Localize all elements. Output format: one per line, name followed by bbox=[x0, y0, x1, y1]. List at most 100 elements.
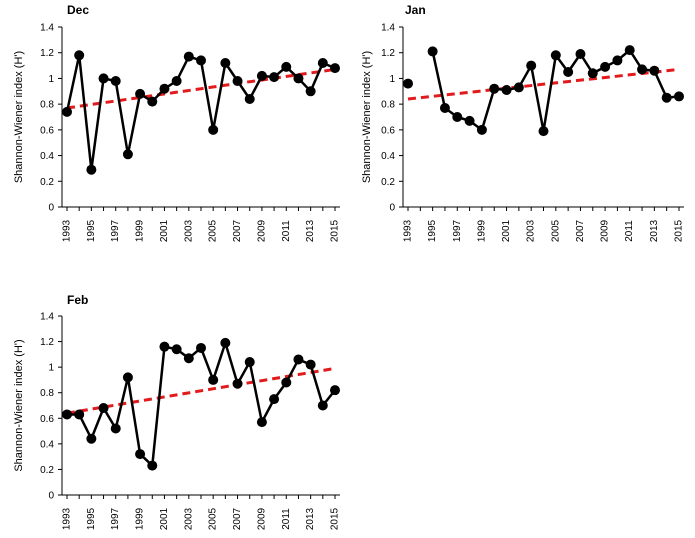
data-point bbox=[110, 423, 121, 434]
y-axis-label: Shannon-Wiener index (H') bbox=[361, 51, 373, 183]
panel-title: Feb bbox=[67, 293, 88, 307]
data-point bbox=[513, 82, 524, 93]
y-tick-label: 0 bbox=[48, 491, 54, 502]
data-point bbox=[220, 337, 231, 348]
y-tick-label: 0.4 bbox=[40, 439, 54, 450]
data-point bbox=[330, 63, 340, 74]
panel-title: Dec bbox=[67, 3, 89, 17]
y-tick-label: 1 bbox=[48, 363, 54, 374]
y-tick-label: 0.2 bbox=[381, 177, 395, 188]
data-point bbox=[232, 378, 243, 389]
y-tick-label: 1.2 bbox=[381, 48, 395, 59]
x-tick-label: 1997 bbox=[452, 219, 463, 242]
x-tick-label: 1995 bbox=[427, 219, 438, 242]
x-tick-label: 2015 bbox=[330, 507, 341, 530]
data-point bbox=[159, 341, 170, 352]
y-tick-label: 0.8 bbox=[40, 388, 54, 399]
data-point bbox=[208, 124, 219, 135]
x-tick-label: 2003 bbox=[526, 219, 537, 242]
data-point bbox=[147, 460, 158, 471]
x-tick-label: 2005 bbox=[550, 219, 561, 242]
y-tick-label: 1.2 bbox=[40, 48, 54, 59]
y-tick-label: 0.8 bbox=[381, 100, 395, 111]
x-tick-label: 1995 bbox=[86, 219, 97, 242]
data-point bbox=[330, 385, 340, 396]
y-tick-label: 0.8 bbox=[40, 100, 54, 111]
data-point bbox=[403, 78, 413, 89]
y-tick-label: 1.4 bbox=[381, 23, 395, 34]
x-tick-label: 2007 bbox=[232, 219, 243, 242]
x-tick-label: 2013 bbox=[305, 219, 316, 242]
data-point bbox=[305, 359, 316, 370]
data-point bbox=[244, 94, 255, 104]
y-tick-label: 0.2 bbox=[40, 465, 54, 476]
data-point bbox=[661, 92, 672, 103]
y-tick-label: 1.4 bbox=[40, 23, 54, 34]
x-tick-label: 1997 bbox=[110, 507, 121, 530]
x-tick-label: 2003 bbox=[183, 507, 194, 530]
data-point bbox=[464, 115, 475, 126]
y-tick-label: 0.4 bbox=[40, 151, 54, 162]
data-point bbox=[489, 83, 500, 94]
x-tick-label: 2013 bbox=[305, 507, 316, 530]
data-point bbox=[147, 96, 158, 107]
x-tick-label: 2015 bbox=[330, 219, 341, 242]
y-tick-label: 0.6 bbox=[40, 414, 54, 425]
data-point bbox=[452, 112, 463, 122]
data-point bbox=[208, 374, 219, 385]
x-tick-label: 2005 bbox=[208, 507, 219, 530]
x-tick-label: 2015 bbox=[674, 219, 685, 242]
data-point bbox=[476, 124, 487, 135]
data-point bbox=[674, 91, 684, 102]
data-point bbox=[86, 433, 97, 444]
data-point bbox=[317, 400, 328, 411]
trend-line bbox=[66, 67, 336, 110]
x-tick-label: 1993 bbox=[62, 507, 73, 530]
x-tick-label: 1999 bbox=[135, 219, 146, 242]
data-point bbox=[86, 164, 97, 175]
x-tick-label: 2001 bbox=[159, 507, 170, 530]
data-point bbox=[171, 76, 182, 86]
data-point bbox=[600, 61, 611, 72]
y-tick-label: 0.6 bbox=[40, 125, 54, 136]
x-tick-label: 2011 bbox=[281, 220, 292, 242]
data-point bbox=[196, 342, 206, 353]
data-point bbox=[269, 72, 280, 83]
data-point bbox=[293, 354, 304, 365]
chart-panel-feb: Feb Shannon-Wiener index (H') 0 0.2 0.4 0.6 0.… bbox=[13, 293, 341, 530]
data-point bbox=[563, 67, 574, 77]
data-point bbox=[637, 64, 648, 75]
data-point bbox=[256, 70, 267, 81]
data-point bbox=[98, 73, 109, 84]
data-point bbox=[501, 85, 512, 95]
data-point bbox=[220, 58, 231, 68]
x-tick-label: 1999 bbox=[135, 507, 146, 530]
y-tick-label: 0 bbox=[389, 203, 395, 214]
data-point bbox=[62, 106, 72, 117]
data-point bbox=[196, 55, 206, 66]
x-tick-label: 2011 bbox=[281, 508, 292, 530]
x-tick-label: 2011 bbox=[624, 220, 635, 242]
data-point bbox=[122, 372, 133, 383]
data-point bbox=[74, 50, 85, 61]
data-point bbox=[587, 68, 598, 79]
x-tick-label: 2009 bbox=[256, 507, 267, 530]
x-tick-label: 1995 bbox=[86, 507, 97, 530]
x-tick-label: 2009 bbox=[256, 219, 267, 242]
data-point bbox=[256, 417, 267, 428]
data-point bbox=[624, 45, 635, 56]
x-tick-label: 2005 bbox=[208, 219, 219, 242]
data-point bbox=[293, 73, 304, 84]
x-tick-label: 2009 bbox=[600, 219, 611, 242]
x-tick-label: 2007 bbox=[575, 219, 586, 242]
data-point bbox=[526, 60, 537, 71]
y-tick-label: 1 bbox=[389, 74, 395, 85]
trend-line bbox=[407, 67, 680, 101]
y-tick-label: 1 bbox=[48, 74, 54, 85]
y-tick-label: 0.2 bbox=[40, 177, 54, 188]
data-point bbox=[439, 103, 450, 113]
x-tick-label: 1999 bbox=[476, 219, 487, 242]
data-point bbox=[159, 83, 170, 94]
data-point bbox=[62, 409, 72, 420]
